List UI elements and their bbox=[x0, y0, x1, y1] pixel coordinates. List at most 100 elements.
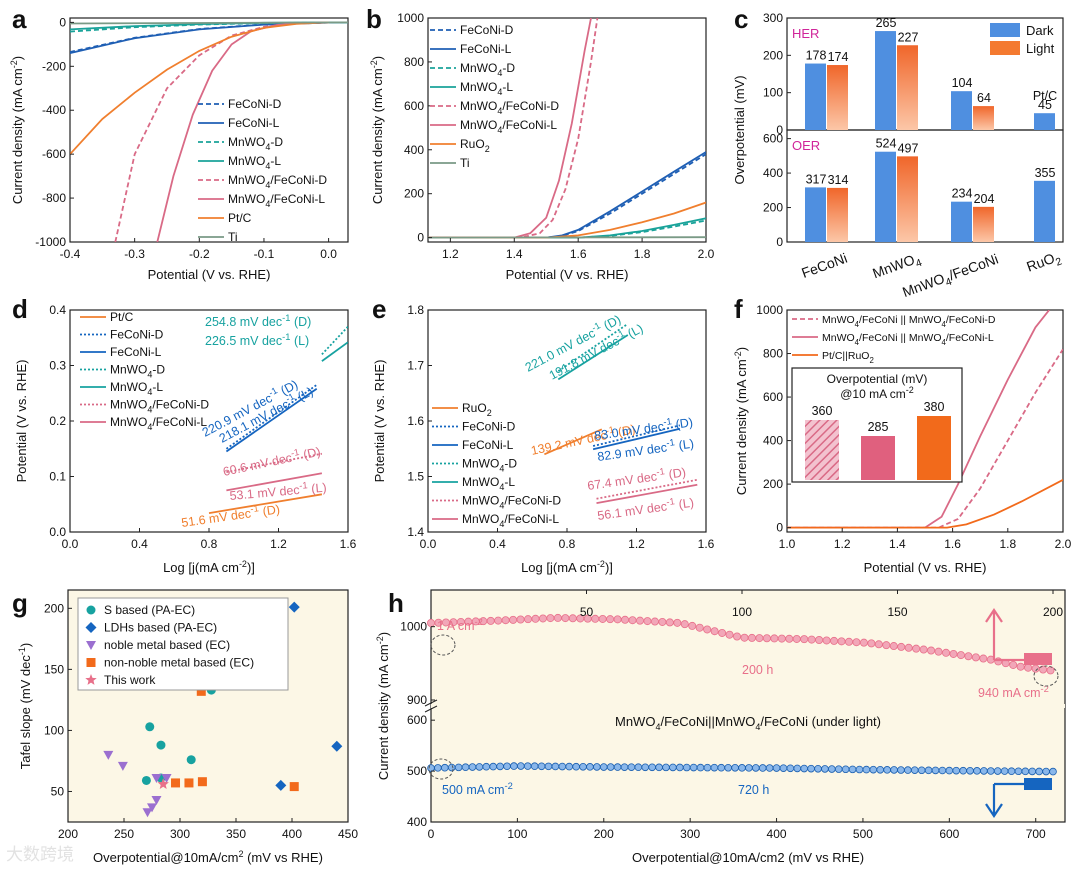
b-xtick-label: 1.2 bbox=[442, 247, 459, 261]
c-bar-value-label: 64 bbox=[977, 91, 991, 105]
g-point-non-noble-metal-based-ec bbox=[289, 782, 299, 792]
h-label-500: 500 mA cm-2 bbox=[442, 781, 513, 797]
f-ytick-label: 600 bbox=[763, 390, 783, 404]
h-top-point bbox=[516, 615, 525, 624]
g-legend-label-s-based-pa-ec: S based (PA-EC) bbox=[104, 603, 195, 617]
c-bar-value-label: 178 bbox=[806, 49, 827, 63]
h-top-xtick-label: 100 bbox=[732, 605, 752, 619]
h-top-point bbox=[867, 639, 876, 648]
g-point-s-based-pa-ec bbox=[186, 755, 196, 765]
h-top-point bbox=[964, 652, 973, 661]
b-line-ruo2 bbox=[428, 201, 706, 239]
g-point-non-noble-metal-based-ec bbox=[196, 686, 206, 696]
legend-label-dark: Dark bbox=[1026, 23, 1054, 38]
h-top-point bbox=[538, 614, 547, 623]
h-bottom-point bbox=[772, 764, 781, 772]
c-ytick-label: 0 bbox=[776, 123, 783, 137]
h-top-point bbox=[971, 653, 980, 662]
h-arrow-up-icon bbox=[985, 608, 1003, 660]
panel-label-d: d bbox=[12, 294, 28, 324]
c-bar-her-ruo2-dark bbox=[1034, 113, 1055, 130]
g-xtick-label: 250 bbox=[114, 827, 134, 841]
legend-swatch-dark bbox=[990, 23, 1020, 37]
h-bottom-point bbox=[717, 763, 726, 772]
h-top-point bbox=[531, 614, 540, 623]
h-bottom-xtick-label: 600 bbox=[939, 827, 959, 841]
g-point-s-based-pa-ec bbox=[145, 722, 155, 732]
f-legend-label-pt-c-ruo2: Pt/C||RuO2 bbox=[822, 350, 874, 365]
h-bottom-point bbox=[848, 765, 857, 774]
h-top-point bbox=[1046, 666, 1055, 675]
h-bottom-point bbox=[800, 764, 808, 773]
a-ytick-label: -200 bbox=[42, 59, 66, 73]
h-axis-break bbox=[424, 699, 438, 707]
panel-d-xlabel: Log [j(mA cm-2)] bbox=[163, 559, 255, 575]
g-xtick-label: 300 bbox=[170, 827, 190, 841]
d-annotation: 254.8 mV dec-1 (D) bbox=[205, 313, 311, 329]
h-arrow-down-icon bbox=[985, 784, 1003, 818]
h-top-point bbox=[979, 654, 988, 663]
h-bottom-point bbox=[841, 765, 850, 774]
g-xtick-label: 200 bbox=[58, 827, 78, 841]
h-top-point bbox=[1016, 662, 1025, 671]
g-legend-marker-noble-metal-based-ec bbox=[86, 641, 96, 650]
e-legend-label-mnwo4-feconi-l: MnWO4/FeCoNi-L bbox=[462, 512, 559, 529]
e-legend-label-feconi-d: FeCoNi-D bbox=[462, 420, 516, 434]
h-top-point bbox=[553, 613, 562, 622]
a-ytick-label: 0 bbox=[59, 15, 66, 29]
h-bottom-point bbox=[675, 763, 684, 772]
h-bottom-point bbox=[980, 767, 988, 775]
g-point-noble-metal-based-ec bbox=[147, 803, 157, 813]
panel-label-b: b bbox=[366, 4, 382, 34]
panel-h-ylabel: Current density (mA cm-2) bbox=[375, 632, 391, 780]
h-top-point bbox=[956, 651, 965, 660]
panel-f-xlabel: Potential (V vs. RHE) bbox=[864, 560, 987, 575]
panel-g: 200 250 300 350 400 450 50 100 150 200 Overpotent… bbox=[17, 589, 358, 865]
d-legend-label-feconi-d: FeCoNi-D bbox=[110, 328, 164, 342]
h-top-point bbox=[486, 616, 495, 625]
h-bottom-point bbox=[599, 763, 608, 771]
c-bar-value-label: 355 bbox=[1035, 166, 1056, 180]
a-legend-label-mnwo4-l: MnWO4-L bbox=[228, 154, 281, 171]
h-top-point bbox=[494, 616, 503, 625]
b-line-mnwo4-feconi-d bbox=[428, 18, 599, 239]
c-bar-value-label: 227 bbox=[898, 30, 919, 44]
a-xtick-label: -0.4 bbox=[60, 247, 81, 261]
d-legend-label-mnwo4-feconi-d: MnWO4/FeCoNi-D bbox=[110, 398, 209, 415]
h-top-point bbox=[755, 634, 764, 643]
h-bottom-point bbox=[890, 766, 898, 774]
c-bar-her-feconi-light bbox=[827, 65, 848, 130]
panel-label-a: a bbox=[12, 4, 27, 34]
d-ytick-label: 0.2 bbox=[49, 414, 66, 428]
f-line-mnwo4-feconi-mnwo4-feconi-l bbox=[787, 310, 1050, 529]
panel-a-legend: FeCoNi-D FeCoNi-L MnWO4-D MnWO4-L MnWO4/FeCo… bbox=[198, 97, 327, 244]
d-legend-label-mnwo4-l: MnWO4-L bbox=[110, 380, 163, 397]
h-bottom-point bbox=[613, 763, 622, 771]
h-bottom-point bbox=[441, 763, 449, 772]
g-ytick-label: 50 bbox=[51, 784, 65, 798]
c-ytick-label: 600 bbox=[763, 132, 783, 146]
h-bottom-xtick-label: 300 bbox=[680, 827, 700, 841]
g-point-non-noble-metal-based-ec bbox=[184, 778, 194, 788]
d-ytick-label: 0.3 bbox=[49, 359, 66, 373]
h-bottom-point bbox=[634, 763, 643, 772]
h-top-point bbox=[934, 647, 943, 656]
h-bottom-point bbox=[779, 764, 788, 772]
h-top-point bbox=[762, 634, 771, 643]
h-top-point bbox=[740, 633, 749, 642]
h-label-940: 940 mA cm-2 bbox=[978, 684, 1049, 700]
c-ptc-label: Pt/C bbox=[1033, 89, 1057, 103]
g-xtick-label: 450 bbox=[338, 827, 358, 841]
a-legend-label-mnwo4-d: MnWO4-D bbox=[228, 135, 283, 152]
h-top-point bbox=[807, 635, 816, 644]
panel-h-title: MnWO4/FeCoNi||MnWO4/FeCoNi (under light) bbox=[615, 714, 881, 732]
a-ytick-label: -800 bbox=[42, 191, 66, 205]
panel-h-series bbox=[426, 613, 1057, 776]
h-bottom-point bbox=[475, 763, 484, 771]
d-annotation: 60.6 mV dec-1 (D) bbox=[221, 443, 321, 479]
g-point-noble-metal-based-ec bbox=[117, 761, 128, 771]
h-top-point bbox=[635, 616, 644, 625]
h-bottom-point bbox=[461, 763, 470, 772]
